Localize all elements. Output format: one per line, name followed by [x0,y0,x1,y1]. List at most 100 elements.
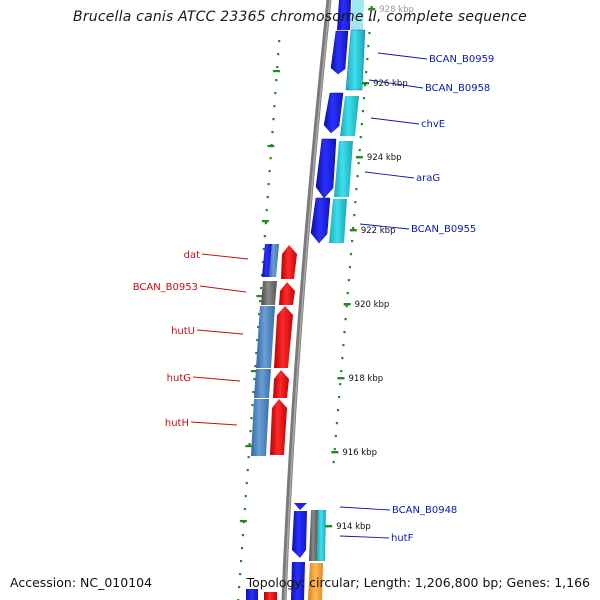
guide-dot-right [347,279,350,282]
gene-label-reverse[interactable]: hutG [167,373,191,384]
kbp-tick [362,82,370,85]
gene-leader-line [339,535,390,539]
kbp-tick [343,303,351,306]
gene-arrow-fwd-top[interactable] [337,0,364,30]
guide-dot-left [249,430,252,433]
kbp-tick [325,525,333,528]
gene-arrow-orange-lower[interactable] [308,563,323,600]
kbp-label: 918 kbp [349,374,384,384]
guide-dot-right [354,201,357,204]
kbp-tick [349,229,357,232]
gene-arrow-rev-dat-blue[interactable] [262,244,272,277]
gene-arrow-rev-steel-2[interactable] [254,369,271,398]
scale-ticks [239,70,280,523]
guide-dot-left [267,183,270,186]
guide-dot-left [248,443,251,446]
gene-label-reverse[interactable]: hutH [165,418,189,429]
gene-label-forward[interactable]: hutF [391,533,414,544]
gene-arrow-rev-dat-steel[interactable] [269,244,279,277]
gene-leader-line [199,285,247,293]
guide-dot-left [264,222,267,225]
gene-arrow-rev-steel-1[interactable] [256,306,275,368]
gene-label-forward[interactable]: chvE [421,119,445,130]
guide-dot-left [275,79,278,82]
guide-dot-right [369,19,372,22]
guide-dot-right [360,123,363,126]
gene-leader-line [201,253,249,260]
guide-dot-left [252,391,255,394]
gene-leader-line [190,421,238,426]
guide-dot-left [259,300,262,303]
gene-arrow-cyan-2[interactable] [340,96,359,136]
gene-leader-line [192,376,241,382]
gene-label-reverse[interactable]: BCAN_B0953 [133,282,198,293]
gene-label-reverse[interactable]: dat [184,250,200,261]
gene-leader-line [370,117,420,125]
gene-leader-line [377,52,428,60]
gene-arrow-cyan-1[interactable] [345,29,366,91]
gene-arrow-red-4[interactable] [273,370,289,398]
gene-arrow-red-5[interactable] [270,399,287,455]
gene-arrow-red-3[interactable] [274,306,293,368]
gene-arrow-rev-gray[interactable] [261,281,277,305]
guide-dot-right [341,357,344,360]
guide-dot-left [274,92,277,95]
gene-leader-line [196,329,244,335]
gene-arrow-fwd-4[interactable] [310,197,331,244]
guide-dot-right [356,175,359,178]
guide-dot-left [266,196,269,199]
gene-arrow-red-2[interactable] [279,282,295,305]
guide-dot-right [367,45,370,48]
gene-arrow-fwd-3[interactable] [315,138,337,199]
gene-label-forward[interactable]: BCAN_B0958 [425,83,490,94]
gene-arrow-cyan-4[interactable] [329,199,347,243]
guide-dot-right [370,6,373,9]
gene-leader-line [339,506,391,511]
gene-arrow-fwd-5[interactable] [292,511,307,558]
guide-dot-right [338,396,341,399]
guide-dot-left [250,417,253,420]
gene-arrow-rev-steel-3[interactable] [251,399,269,456]
guide-dot-left [253,378,256,381]
guide-dot-right [336,409,340,412]
gene-label-forward[interactable]: araG [416,173,440,184]
gene-arrow-cyan-3[interactable] [334,141,353,197]
guide-dot-left [254,365,257,368]
gene-features[interactable] [246,0,366,600]
guide-dot-right [339,383,342,386]
guide-dot-left [257,326,260,329]
guide-dot-left [276,66,279,69]
gene-label-forward[interactable]: BCAN_B0955 [411,224,476,235]
gene-arrow-fwd-2[interactable] [323,92,344,134]
gene-label-reverse[interactable]: hutU [171,326,195,337]
guide-dot-left [245,482,248,485]
gene-arrow-red-1[interactable] [281,245,297,279]
guide-dot-right [332,461,335,464]
genome-backbone-highlight [284,0,331,600]
guide-dot-right [345,305,348,308]
gene-arrow-bottom-blue[interactable] [246,562,305,600]
gene-leader-line [368,79,424,89]
kbp-label: 924 kbp [367,153,402,163]
guide-dot-left [251,404,254,407]
gene-label-forward[interactable]: BCAN_B0948 [392,505,457,516]
accession-label: Accession: NC_010104 [10,575,153,590]
gene-arrow-gray-lower[interactable] [309,510,318,561]
gene-arrow-cyan-lower[interactable] [317,510,326,561]
guide-dot-right [364,84,367,87]
gene-label-forward[interactable]: BCAN_B0959 [429,54,494,65]
scale-tick-left [272,70,280,73]
guide-dot-left [269,157,272,160]
guide-dot-left [273,105,276,108]
guide-dot-left [239,560,243,563]
kbp-scale-labels: 928 kbp 926 kbp 924 kbp 922 kbp 920 kbp 918 k… [325,5,414,532]
guide-dot-left [262,248,266,251]
guide-dot-left [278,40,281,43]
guide-dot-left [244,495,247,498]
guide-dot-right [335,422,339,425]
guide-dot-left [259,287,263,290]
gene-arrow-fwd-1[interactable] [330,30,349,75]
scale-tick-left [267,145,275,148]
